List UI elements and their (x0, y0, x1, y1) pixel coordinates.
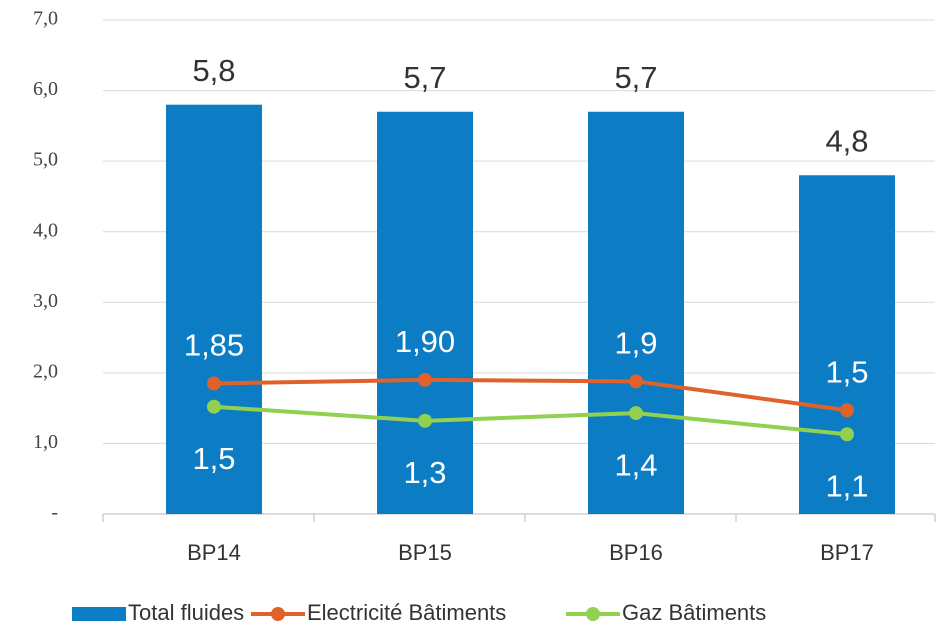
legend-label: Gaz Bâtiments (622, 600, 766, 625)
data-label: 1,5 (192, 441, 235, 476)
data-label: 1,5 (825, 354, 868, 389)
marker (418, 372, 432, 387)
data-label: 5,7 (614, 60, 657, 95)
line (213, 404, 848, 437)
y-tick-label: 4,0 (33, 219, 58, 241)
marker (418, 413, 432, 428)
marker (207, 376, 221, 391)
bar (166, 104, 262, 514)
y-tick-label: 7,0 (33, 8, 58, 30)
x-tick-label: BP14 (187, 540, 241, 565)
marker (629, 406, 643, 421)
data-label: 1,4 (614, 447, 657, 482)
y-tick-label: 3,0 (33, 290, 58, 312)
data-label: 1,9 (614, 326, 657, 361)
data-label: 5,7 (403, 60, 446, 95)
legend-marker (586, 607, 600, 621)
data-label: 1,90 (395, 324, 455, 359)
data-label: 5,8 (192, 53, 235, 88)
data-label: 4,8 (825, 123, 868, 158)
legend-marker (271, 607, 285, 621)
bar (588, 111, 684, 514)
bar (799, 175, 895, 514)
bar (377, 111, 473, 514)
legend-label: Electricité Bâtiments (307, 600, 506, 625)
y-tick-label: 1,0 (33, 431, 58, 453)
marker (207, 399, 221, 414)
marker (629, 374, 643, 389)
y-tick-label: 5,0 (33, 149, 58, 171)
y-tick-label: - (51, 502, 58, 524)
data-label: 1,3 (403, 455, 446, 490)
x-tick-label: BP17 (820, 540, 874, 565)
marker (840, 403, 854, 418)
x-tick-label: BP15 (398, 540, 452, 565)
y-tick-label: 2,0 (33, 360, 58, 382)
data-label: 1,1 (825, 468, 868, 503)
y-tick-label: 6,0 (33, 78, 58, 100)
legend-swatch (72, 607, 126, 621)
line (213, 377, 848, 413)
x-tick-label: BP16 (609, 540, 663, 565)
marker (840, 427, 854, 442)
legend-label: Total fluides (128, 600, 244, 625)
data-label: 1,85 (184, 328, 244, 363)
